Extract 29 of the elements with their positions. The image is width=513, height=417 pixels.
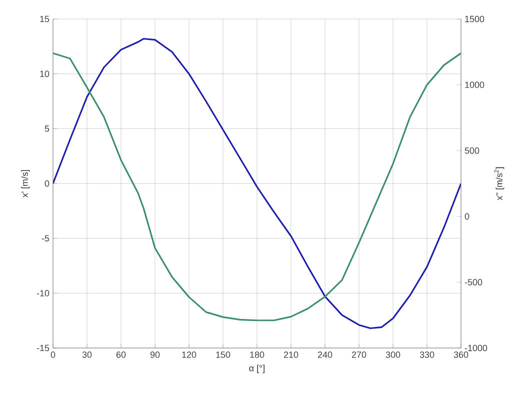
x-tick-label: 60: [116, 352, 126, 358]
x-tick-label: 180: [250, 352, 264, 358]
y2-tick-label: 0: [464, 213, 470, 220]
x-tick-label: 0: [50, 352, 56, 358]
y2-tick-label: 1000: [465, 82, 484, 88]
x-tick-label: 240: [318, 352, 332, 358]
x-tick-label: 30: [82, 352, 92, 358]
y-tick-label: 15: [40, 16, 50, 22]
x-tick-label: 360: [454, 352, 468, 358]
y2-tick-label: 500: [464, 147, 480, 154]
x-tick-label: 300: [386, 352, 400, 358]
x-tick-label: 120: [182, 352, 196, 358]
y-tick-label: 0: [44, 180, 50, 187]
x-tick-label: 210: [284, 352, 298, 358]
x-tick-label: 330: [420, 352, 434, 358]
x-axis-title: α [°]: [249, 364, 264, 374]
y2-tick-label: 1500: [465, 16, 484, 22]
x-tick-label: 150: [216, 352, 230, 358]
y-tick-label: -15: [36, 344, 50, 352]
y-tick-label: -5: [42, 235, 50, 242]
x-tick-label: 90: [150, 352, 160, 358]
y-tick-label: -10: [36, 290, 50, 296]
y2-tick-label: -1000: [464, 344, 488, 352]
x-tick-label: 270: [352, 352, 366, 358]
y2-axis-title: x'' [m/s$^{2}$]: [494, 167, 504, 200]
y2-tick-label: -500: [464, 279, 482, 286]
y-axis-title: x' [m/s]: [21, 170, 30, 198]
y-tick-label: 10: [40, 70, 50, 78]
y-tick-label: 5: [44, 126, 50, 132]
